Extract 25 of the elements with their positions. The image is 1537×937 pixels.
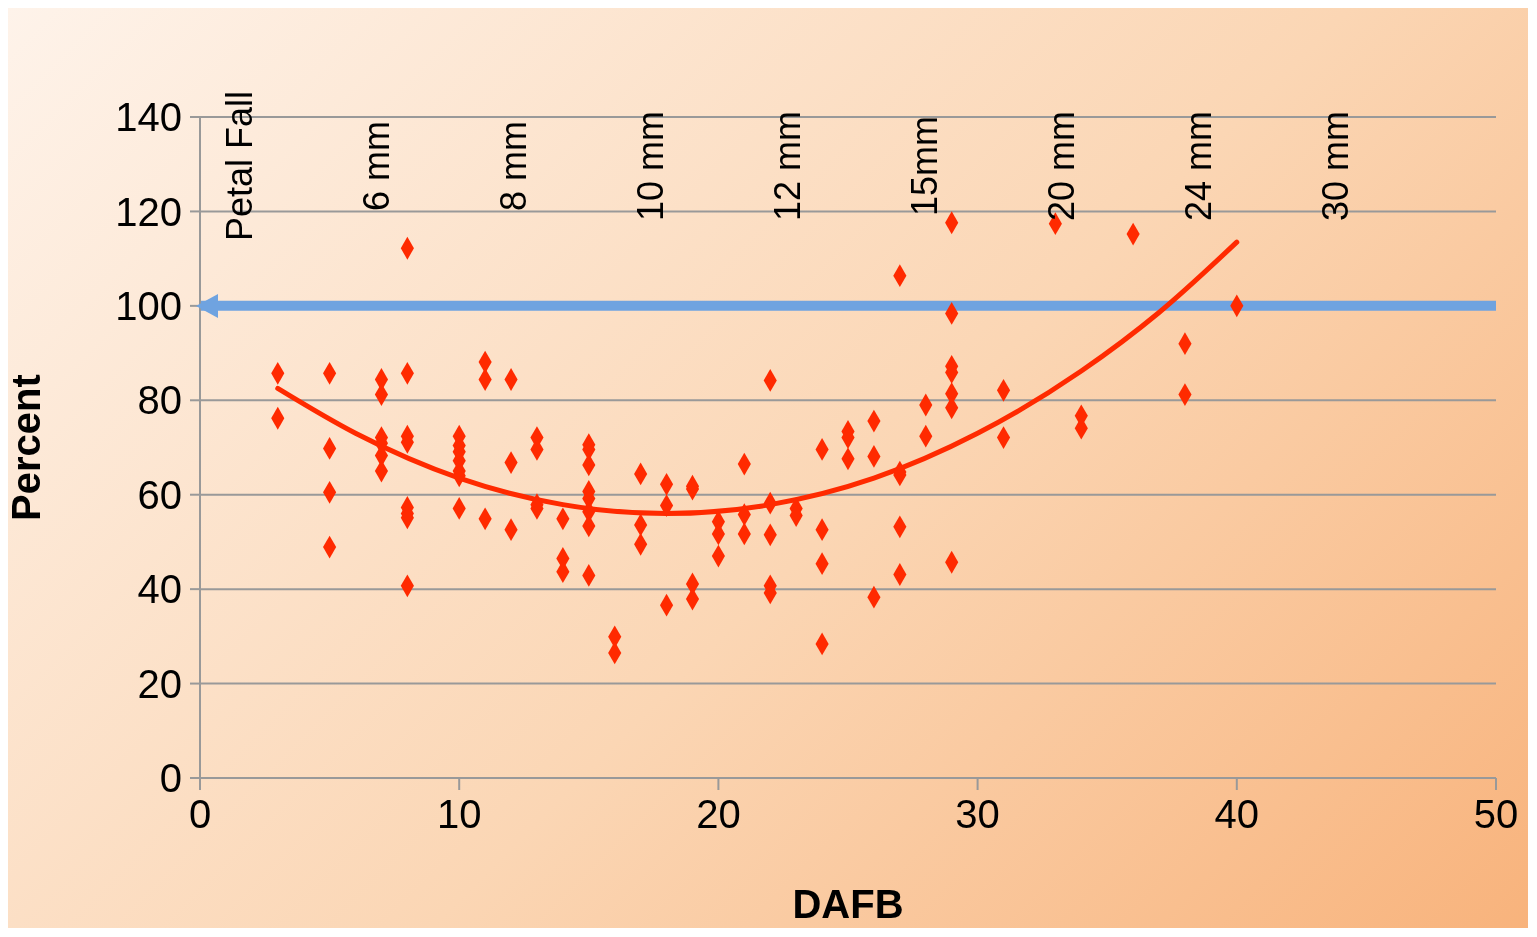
y-tick-label: 120 <box>115 189 182 234</box>
y-tick-label: 80 <box>137 378 182 423</box>
annotation: 10 mm <box>629 110 672 222</box>
x-tick-label: 10 <box>436 792 482 837</box>
annotation: 15mm <box>903 115 946 217</box>
y-tick-label: 140 <box>115 95 182 140</box>
y-tick-label: 40 <box>137 567 182 612</box>
y-tick-label: 100 <box>115 284 182 329</box>
annotation: 24 mm <box>1177 110 1220 222</box>
x-axis-title: DAFB <box>792 882 904 926</box>
x-tick-label: 40 <box>1214 792 1260 837</box>
y-tick-label: 20 <box>137 661 182 706</box>
x-tick-label: 20 <box>696 792 741 837</box>
annotation: 12 mm <box>766 110 809 222</box>
y-tick-label: 0 <box>159 756 182 801</box>
y-tick-label: 60 <box>137 472 182 517</box>
x-tick-label: 0 <box>188 792 212 837</box>
y-axis-title: Percent <box>4 374 49 521</box>
annotation: 8 mm <box>492 121 535 211</box>
annotation: 20 mm <box>1040 110 1083 222</box>
x-tick-label: 30 <box>955 792 1000 837</box>
annotation: Petal Fall <box>218 90 261 242</box>
x-tick-label: 50 <box>1473 792 1519 837</box>
annotation: 30 mm <box>1314 110 1357 222</box>
annotation: 6 mm <box>355 121 398 211</box>
